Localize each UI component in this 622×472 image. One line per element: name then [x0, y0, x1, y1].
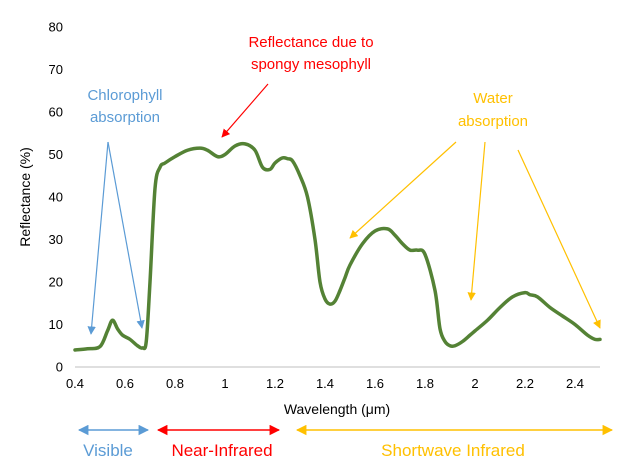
y-tick-label: 10 — [49, 317, 63, 332]
annotation-mesophyll-line1: Reflectance due to — [248, 34, 373, 51]
water-arrow-middle — [467, 141, 486, 301]
x-axis-title: Wavelength (μm) — [284, 401, 390, 417]
series-line-reflectance — [73, 141, 602, 352]
y-tick-label: 50 — [49, 147, 63, 162]
mesophyll-arrow — [221, 83, 269, 138]
y-tick-label: 40 — [49, 190, 63, 205]
annotation-water-line2: absorption — [458, 113, 528, 130]
x-tick-label: 1.4 — [316, 376, 334, 391]
x-tick-label: 1 — [221, 376, 228, 391]
annotation-water-line1: Water — [473, 90, 512, 107]
x-tick-label: 0.6 — [116, 376, 134, 391]
y-axis-ticks: 0 10 20 30 40 50 60 70 80 — [49, 20, 63, 375]
band-shortwave-infrared-label: Shortwave Infrared — [381, 441, 525, 460]
y-tick-label: 0 — [56, 360, 63, 375]
x-tick-label: 2 — [471, 376, 478, 391]
band-near-infrared-label: Near-Infrared — [171, 441, 272, 460]
annotation-chlorophyll-line1: Chlorophyll — [87, 87, 162, 104]
water-arrow-right — [517, 149, 601, 329]
x-tick-label: 2.4 — [566, 376, 584, 391]
x-tick-label: 0.8 — [166, 376, 184, 391]
water-arrow-left — [349, 141, 457, 239]
y-tick-label: 30 — [49, 232, 63, 247]
x-axis-ticks: 0.4 0.6 0.8 1 1.2 1.4 1.6 1.8 2 2.2 2.4 — [66, 376, 584, 391]
y-axis-title: Reflectance (%) — [17, 147, 33, 247]
x-tick-label: 2.2 — [516, 376, 534, 391]
y-tick-label: 80 — [49, 20, 63, 35]
y-tick-label: 60 — [49, 105, 63, 120]
chlorophyll-arrow-left — [87, 141, 109, 335]
y-tick-label: 70 — [49, 62, 63, 77]
x-tick-label: 1.8 — [416, 376, 434, 391]
annotation-mesophyll-line2: spongy mesophyll — [251, 56, 371, 73]
annotation-chlorophyll-line2: absorption — [90, 109, 160, 126]
x-tick-label: 0.4 — [66, 376, 84, 391]
x-tick-label: 1.6 — [366, 376, 384, 391]
chlorophyll-arrow-right — [107, 141, 145, 329]
x-tick-label: 1.2 — [266, 376, 284, 391]
band-visible-label: Visible — [83, 441, 133, 460]
y-tick-label: 20 — [49, 275, 63, 290]
